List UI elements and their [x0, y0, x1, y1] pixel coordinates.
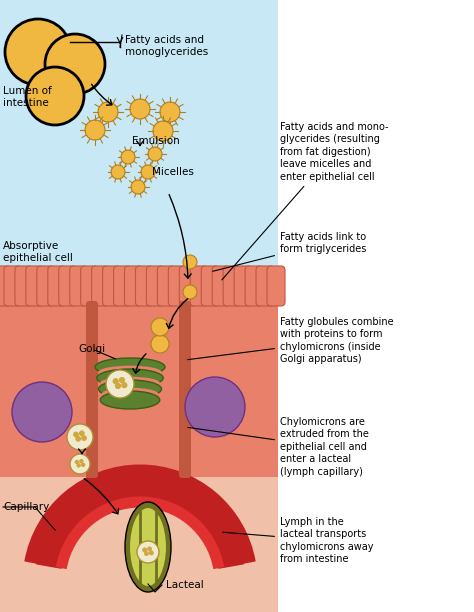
Circle shape	[144, 551, 149, 556]
Text: Golgi: Golgi	[78, 344, 105, 354]
FancyBboxPatch shape	[48, 266, 66, 306]
Circle shape	[73, 431, 79, 438]
Ellipse shape	[99, 366, 162, 378]
Circle shape	[75, 436, 81, 442]
Ellipse shape	[100, 377, 160, 389]
FancyBboxPatch shape	[15, 266, 33, 306]
Circle shape	[115, 383, 121, 389]
Circle shape	[12, 382, 72, 442]
Circle shape	[141, 165, 155, 179]
Bar	[0, 0, 278, 302]
FancyBboxPatch shape	[245, 266, 263, 306]
Bar	[0, 477, 278, 612]
Circle shape	[185, 377, 245, 437]
FancyBboxPatch shape	[26, 266, 44, 306]
FancyBboxPatch shape	[125, 266, 143, 306]
FancyBboxPatch shape	[0, 266, 11, 306]
FancyBboxPatch shape	[91, 266, 109, 306]
FancyBboxPatch shape	[81, 266, 99, 306]
Circle shape	[142, 547, 147, 552]
Circle shape	[131, 180, 145, 194]
Ellipse shape	[95, 358, 165, 376]
FancyBboxPatch shape	[146, 266, 164, 306]
Text: Lymph in the
lacteal transports
chylomicrons away
from intestine: Lymph in the lacteal transports chylomic…	[223, 517, 374, 564]
Ellipse shape	[97, 369, 163, 387]
Circle shape	[183, 285, 197, 299]
Circle shape	[79, 430, 85, 436]
FancyBboxPatch shape	[157, 266, 175, 306]
Ellipse shape	[129, 507, 167, 587]
Circle shape	[121, 150, 135, 164]
Circle shape	[137, 541, 159, 563]
FancyBboxPatch shape	[190, 266, 208, 306]
FancyBboxPatch shape	[234, 266, 252, 306]
Circle shape	[70, 454, 90, 474]
Text: Capillary: Capillary	[3, 502, 49, 512]
Circle shape	[149, 550, 154, 555]
Circle shape	[121, 382, 128, 388]
FancyBboxPatch shape	[59, 266, 77, 306]
Bar	[0, 296, 278, 302]
FancyBboxPatch shape	[114, 266, 132, 306]
Circle shape	[85, 120, 105, 140]
Circle shape	[98, 102, 118, 122]
Circle shape	[151, 335, 169, 353]
Circle shape	[75, 460, 79, 465]
Circle shape	[67, 424, 93, 450]
Text: Fatty acids and
monoglycerides: Fatty acids and monoglycerides	[125, 35, 208, 56]
Bar	[278, 0, 474, 612]
FancyBboxPatch shape	[136, 266, 154, 306]
FancyBboxPatch shape	[201, 266, 219, 306]
Text: Fatty acids and mono-
glycerides (resulting
from fat digestion)
leave micelles a: Fatty acids and mono- glycerides (result…	[222, 122, 389, 280]
Bar	[0, 302, 278, 477]
Circle shape	[153, 121, 173, 141]
FancyBboxPatch shape	[86, 301, 98, 478]
Circle shape	[147, 547, 152, 551]
Circle shape	[5, 19, 71, 85]
Circle shape	[81, 435, 87, 441]
FancyBboxPatch shape	[102, 266, 120, 306]
FancyBboxPatch shape	[267, 266, 285, 306]
Circle shape	[76, 463, 81, 468]
Circle shape	[106, 370, 134, 398]
Circle shape	[183, 255, 197, 269]
FancyBboxPatch shape	[212, 266, 230, 306]
FancyBboxPatch shape	[37, 266, 55, 306]
Text: Micelles: Micelles	[152, 167, 194, 177]
Circle shape	[119, 377, 125, 383]
Ellipse shape	[101, 387, 158, 400]
Circle shape	[151, 318, 169, 336]
Text: Fatty acids link to
form triglycerides: Fatty acids link to form triglycerides	[213, 232, 366, 271]
Ellipse shape	[99, 380, 162, 398]
Circle shape	[130, 99, 150, 119]
Circle shape	[148, 147, 162, 161]
FancyBboxPatch shape	[223, 266, 241, 306]
Text: Emulsion: Emulsion	[132, 136, 180, 146]
Circle shape	[79, 459, 83, 463]
FancyBboxPatch shape	[4, 266, 22, 306]
Text: Absorptive
epithelial cell: Absorptive epithelial cell	[3, 241, 73, 263]
Text: Chylomicrons are
extruded from the
epithelial cell and
enter a lacteal
(lymph ca: Chylomicrons are extruded from the epith…	[188, 417, 369, 477]
FancyBboxPatch shape	[70, 266, 88, 306]
Circle shape	[81, 463, 85, 467]
FancyBboxPatch shape	[256, 266, 274, 306]
Ellipse shape	[100, 391, 160, 409]
Circle shape	[111, 165, 125, 179]
FancyBboxPatch shape	[179, 266, 197, 306]
FancyBboxPatch shape	[179, 301, 191, 478]
FancyBboxPatch shape	[168, 266, 186, 306]
Ellipse shape	[125, 502, 171, 592]
Circle shape	[26, 67, 84, 125]
Circle shape	[45, 34, 105, 94]
Text: Fatty globules combine
with proteins to form
chylomicrons (inside
Golgi apparatu: Fatty globules combine with proteins to …	[188, 317, 393, 364]
Text: Lacteal: Lacteal	[166, 580, 204, 590]
Circle shape	[112, 378, 119, 384]
Polygon shape	[36, 477, 244, 568]
Text: Lumen of
intestine: Lumen of intestine	[3, 86, 52, 108]
Circle shape	[160, 102, 180, 122]
